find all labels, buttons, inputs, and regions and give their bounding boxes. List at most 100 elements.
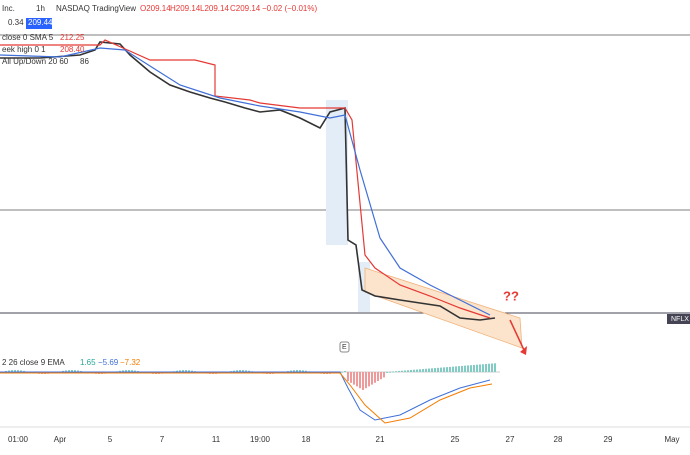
histogram-bar [395, 371, 397, 373]
histogram-bar [482, 364, 484, 372]
histogram-bar [398, 370, 400, 372]
histogram-bar [407, 370, 409, 372]
histogram-bar [191, 370, 193, 372]
x-tick-label: 27 [506, 435, 515, 444]
histogram-bar [413, 369, 415, 372]
ask: 209.44 [28, 18, 53, 27]
x-tick-label: 28 [554, 435, 563, 444]
histogram-bar [380, 372, 382, 380]
indicator-label: close 0 SMA 5 [2, 33, 54, 42]
x-tick-label: 21 [376, 435, 385, 444]
histogram-bar [404, 370, 406, 372]
histogram-bar [368, 372, 370, 387]
histogram-bar [248, 370, 250, 372]
histogram-bar [74, 370, 76, 372]
histogram-bar [188, 370, 190, 372]
ema-line [0, 47, 491, 316]
macd-label: 2 26 close 9 EMA [2, 358, 65, 367]
histogram-bar [236, 370, 238, 372]
source: TradingView [92, 4, 136, 13]
histogram-bar [242, 370, 244, 372]
histogram-bar [440, 367, 442, 372]
exchange: NASDAQ [56, 4, 90, 13]
x-tick-label: 01:00 [8, 435, 29, 444]
histogram-bar [293, 370, 295, 372]
macd-value: −5.69 [98, 358, 119, 367]
histogram-bar [485, 364, 487, 372]
histogram-bar [473, 364, 475, 372]
histogram-bar [464, 365, 466, 372]
histogram-bar [347, 372, 349, 381]
histogram-bar [14, 370, 16, 372]
histogram-bar [290, 370, 292, 372]
macd-value: −7.32 [120, 358, 141, 367]
histogram-bar [410, 370, 412, 372]
histogram-bar [428, 368, 430, 372]
histogram-bar [122, 370, 124, 372]
histogram-bar [185, 370, 187, 372]
signal-line [0, 372, 493, 424]
histogram-bar [383, 372, 385, 378]
histogram-bar [488, 363, 490, 372]
high: H209.14 [170, 4, 201, 13]
histogram-bar [233, 370, 235, 372]
histogram-bar [491, 363, 493, 372]
x-tick-label: 18 [302, 435, 311, 444]
histogram-bar [449, 366, 451, 372]
indicator-value: 86 [80, 57, 89, 66]
histogram-bar [455, 366, 457, 372]
histogram-bar [5, 370, 7, 372]
histogram-bar [443, 367, 445, 372]
symbol-tag-text: NFLX [671, 316, 689, 323]
histogram-bar [17, 370, 19, 372]
histogram-bar [77, 370, 79, 372]
histogram-bar [452, 366, 454, 372]
histogram-bar [386, 371, 388, 373]
histogram-bar [374, 372, 376, 383]
histogram-bar [305, 370, 307, 372]
histogram-bar [362, 372, 364, 390]
histogram-bar [80, 370, 82, 372]
zone [326, 100, 348, 245]
x-tick-label: 11 [212, 435, 221, 444]
macd-value: 1.65 [80, 358, 96, 367]
histogram-bar [470, 365, 472, 372]
histogram-bar [458, 366, 460, 372]
histogram-bar [350, 372, 352, 383]
histogram-bar [353, 372, 355, 385]
histogram-bar [425, 368, 427, 372]
arrow-head [520, 346, 527, 355]
histogram-bar [371, 372, 373, 385]
price-line [0, 41, 496, 321]
histogram-bar [446, 367, 448, 372]
x-tick-label: 19:00 [250, 435, 271, 444]
histogram-bar [344, 371, 346, 373]
histogram-bar [359, 372, 361, 389]
question-annotation: ?? [503, 288, 519, 303]
histogram-bar [356, 372, 358, 387]
histogram-bar [416, 369, 418, 372]
earnings-text: E [342, 344, 347, 351]
histogram-bar [422, 369, 424, 372]
histogram-bar [11, 370, 13, 372]
symbol-tag [667, 314, 690, 324]
indicator-label: All Up/Down 20 60 [2, 57, 69, 66]
histogram-bar [392, 371, 394, 373]
histogram-bar [296, 370, 298, 372]
histogram-bar [128, 370, 130, 372]
close: C209.14 [230, 4, 261, 13]
macd-histogram [2, 363, 496, 390]
histogram-bar [377, 372, 379, 381]
histogram-bar [62, 370, 64, 372]
histogram-bar [467, 365, 469, 372]
histogram-bar [479, 364, 481, 372]
x-tick-label: 5 [108, 435, 113, 444]
low: L209.14 [200, 4, 229, 13]
histogram-bar [119, 370, 121, 372]
histogram-bar [365, 372, 367, 389]
interval: 1h [36, 4, 45, 13]
histogram-bar [8, 370, 10, 372]
x-tick-label: 29 [604, 435, 613, 444]
histogram-bar [419, 369, 421, 372]
